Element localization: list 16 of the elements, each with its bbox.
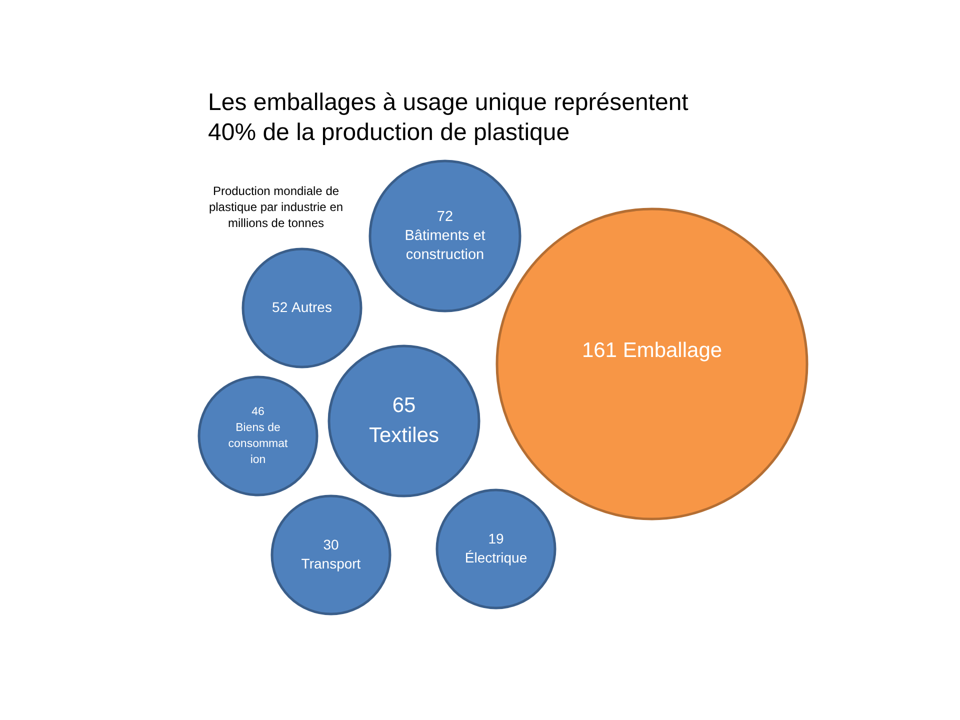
data-label: 161	[582, 338, 617, 362]
data-label: 19	[488, 530, 504, 546]
data-label: 30	[323, 536, 339, 552]
data-label: 46	[252, 406, 264, 418]
text: Les emballages à usage unique représentent 40% de la production de plastique	[208, 88, 690, 148]
category-label: Électrique	[464, 549, 528, 566]
data-label: 52	[272, 298, 288, 315]
data-label: 65	[392, 394, 416, 417]
category-label: Bâtiments et construction	[404, 228, 486, 263]
category-label: Autres	[292, 298, 332, 315]
category-label: Textiles	[368, 424, 440, 447]
category-label: Biens de consommation	[228, 422, 289, 466]
text: Production mondiale de plastique par industrie en millions de tonnes	[208, 183, 344, 231]
category-label: Emballage	[622, 338, 722, 362]
data-label: 72	[436, 209, 454, 225]
category-label: Transport	[301, 555, 361, 572]
